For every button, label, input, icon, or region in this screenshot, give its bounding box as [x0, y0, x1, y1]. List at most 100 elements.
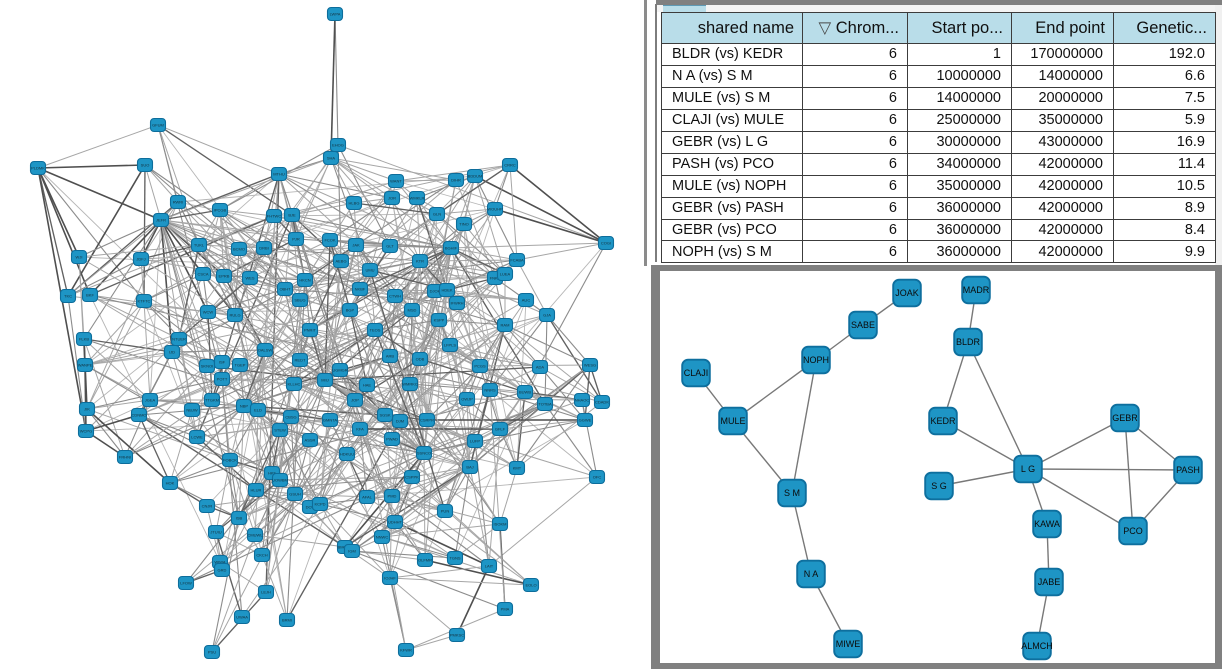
svg-text:MADR: MADR: [963, 285, 990, 295]
svg-text:LEJH: LEJH: [261, 590, 271, 595]
svg-text:FCOK: FCOK: [324, 238, 335, 243]
svg-text:GFLF: GFLF: [495, 427, 506, 432]
svg-text:TOTBA: TOTBA: [538, 402, 552, 407]
svg-text:JABE: JABE: [1038, 577, 1061, 587]
svg-text:WOUHP: WOUHP: [487, 207, 503, 212]
svg-text:BAJ: BAJ: [466, 465, 473, 470]
svg-text:UDHHT: UDHHT: [388, 520, 403, 525]
svg-text:TUKL: TUKL: [194, 243, 205, 248]
svg-text:FNKA: FNKA: [490, 276, 501, 281]
svg-text:SUO: SUO: [141, 163, 150, 168]
svg-text:HLUR: HLUR: [251, 488, 262, 493]
svg-text:GGWE: GGWE: [579, 418, 592, 423]
svg-text:FHTWC: FHTWC: [267, 214, 282, 219]
svg-text:WESG: WESG: [584, 363, 596, 368]
svg-text:CLAJI: CLAJI: [684, 368, 709, 378]
svg-text:WIWA: WIWA: [214, 560, 226, 565]
svg-text:AFAL: AFAL: [362, 495, 373, 500]
svg-text:GLN: GLN: [433, 212, 441, 217]
svg-text:OFC: OFC: [593, 475, 602, 480]
svg-text:JOR: JOR: [388, 196, 396, 201]
svg-text:PMD: PMD: [388, 494, 397, 499]
svg-text:ISOKM: ISOKM: [494, 522, 507, 527]
svg-text:GEBR: GEBR: [1112, 413, 1138, 423]
svg-text:TINO: TINO: [459, 222, 469, 227]
svg-text:IFWRH: IFWRH: [450, 301, 463, 306]
svg-text:S G: S G: [931, 481, 947, 491]
svg-text:CSCA: CSCA: [197, 272, 208, 277]
svg-text:MSD: MSD: [408, 308, 417, 313]
svg-text:RAM: RAM: [501, 323, 510, 328]
svg-text:HKF: HKF: [268, 471, 277, 476]
svg-text:MULE: MULE: [720, 416, 745, 426]
svg-text:JEFR: JEFR: [156, 218, 166, 223]
svg-text:BGHIF: BGHIF: [445, 246, 458, 251]
svg-text:UMU: UMU: [365, 268, 374, 273]
svg-text:MIWE: MIWE: [836, 639, 861, 649]
svg-text:PLDMK: PLDMK: [31, 166, 45, 171]
svg-text:HAE: HAE: [363, 383, 372, 388]
svg-text:BLDR: BLDR: [956, 337, 981, 347]
svg-text:JAK: JAK: [352, 243, 360, 248]
svg-text:NBP: NBP: [240, 404, 249, 409]
svg-text:IOJHF: IOJHF: [384, 576, 396, 581]
svg-text:JOAK: JOAK: [895, 288, 919, 298]
svg-text:DCU: DCU: [306, 505, 315, 510]
svg-text:TKC: TKC: [64, 294, 72, 299]
svg-text:PMKSC: PMKSC: [450, 633, 464, 638]
svg-text:KFWR: KFWR: [400, 648, 412, 653]
svg-text:CKCH: CKCH: [256, 553, 267, 558]
svg-text:BGP: BGP: [346, 308, 355, 313]
svg-text:WANT: WANT: [390, 179, 402, 184]
svg-text:SBUG: SBUG: [294, 298, 305, 303]
svg-text:BUWB: BUWB: [519, 390, 531, 395]
svg-text:AEBG: AEBG: [335, 259, 346, 264]
svg-text:KSPP: KSPP: [434, 318, 445, 323]
svg-text:BCMO: BCMO: [233, 247, 245, 252]
svg-text:RULG: RULG: [229, 313, 240, 318]
svg-text:PUN: PUN: [441, 509, 450, 514]
svg-text:NOPH: NOPH: [803, 355, 829, 365]
svg-text:PWAD: PWAD: [386, 437, 398, 442]
svg-text:WMRKC: WMRKC: [402, 382, 418, 387]
svg-text:UGMGR: UGMGR: [332, 368, 347, 373]
svg-text:GMNTA: GMNTA: [323, 418, 337, 423]
svg-text:COGI: COGI: [601, 241, 611, 246]
svg-text:HDKUU: HDKUU: [340, 452, 354, 457]
svg-text:NNRS: NNRS: [484, 388, 496, 393]
svg-text:KEDR: KEDR: [930, 416, 956, 426]
svg-text:S M: S M: [784, 488, 800, 498]
svg-text:N A: N A: [804, 569, 819, 579]
svg-text:KCPD: KCPD: [314, 502, 325, 507]
svg-text:LWPA: LWPA: [330, 12, 341, 17]
svg-text:KFA: KFA: [356, 427, 364, 432]
svg-text:LUEA: LUEA: [500, 272, 511, 277]
svg-text:LUFP: LUFP: [470, 439, 481, 444]
svg-text:KLLHC: KLLHC: [288, 382, 301, 387]
svg-text:CRRC: CRRC: [504, 163, 516, 168]
svg-text:CDADK: CDADK: [595, 400, 609, 405]
svg-text:IJD: IJD: [169, 350, 175, 355]
svg-text:CSRPR: CSRPR: [420, 418, 434, 423]
svg-text:SKNOI: SKNOI: [201, 364, 213, 369]
svg-text:DRBI: DRBI: [259, 246, 269, 251]
svg-text:REDT: REDT: [295, 358, 306, 363]
svg-text:AUC: AUC: [522, 298, 531, 303]
svg-text:GJA: GJA: [543, 313, 551, 318]
svg-text:PASH: PASH: [1176, 465, 1200, 475]
svg-text:ISB: ISB: [236, 516, 243, 521]
svg-text:WCPG: WCPG: [80, 429, 92, 434]
svg-text:HKCN: HKCN: [299, 278, 310, 283]
svg-text:PCGS: PCGS: [474, 364, 486, 369]
svg-text:PJR: PJR: [292, 237, 300, 242]
svg-text:ADA: ADA: [536, 365, 545, 370]
svg-text:GRD: GRD: [218, 568, 227, 573]
svg-text:CTWH: CTWH: [389, 294, 401, 299]
svg-text:FOBCK: FOBCK: [223, 458, 237, 463]
svg-text:DIHR: DIHR: [451, 178, 461, 183]
svg-text:IGM: IGM: [348, 549, 356, 554]
svg-text:ISF: ISF: [219, 360, 226, 365]
svg-text:UWAA: UWAA: [236, 615, 248, 620]
svg-text:WANPE: WANPE: [78, 363, 93, 368]
svg-text:JDFJ: JDFJ: [136, 257, 145, 262]
